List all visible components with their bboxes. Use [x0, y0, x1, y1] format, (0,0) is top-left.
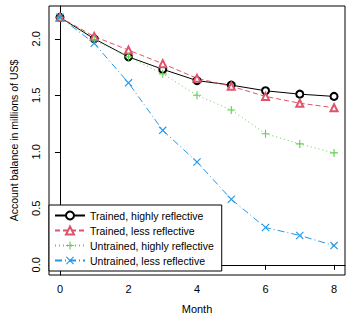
- svg-text:1.5: 1.5: [30, 88, 42, 103]
- svg-text:0: 0: [57, 283, 63, 295]
- svg-text:Account balance in millions of: Account balance in millions of US$: [8, 60, 20, 222]
- svg-text:Trained, highly reflective: Trained, highly reflective: [90, 210, 204, 222]
- svg-text:0.5: 0.5: [30, 201, 42, 216]
- svg-text:1.0: 1.0: [30, 144, 42, 159]
- svg-text:0.0: 0.0: [30, 257, 42, 272]
- svg-text:2.0: 2.0: [30, 31, 42, 46]
- svg-text:Trained, less reflective: Trained, less reflective: [90, 225, 195, 237]
- svg-text:6: 6: [262, 283, 268, 295]
- svg-text:Untrained, highly reflective: Untrained, highly reflective: [90, 240, 214, 252]
- svg-text:8: 8: [331, 283, 337, 295]
- svg-text:Month: Month: [182, 303, 213, 315]
- svg-text:2: 2: [125, 283, 131, 295]
- svg-text:4: 4: [194, 283, 200, 295]
- svg-text:Untrained, less reflective: Untrained, less reflective: [90, 255, 205, 267]
